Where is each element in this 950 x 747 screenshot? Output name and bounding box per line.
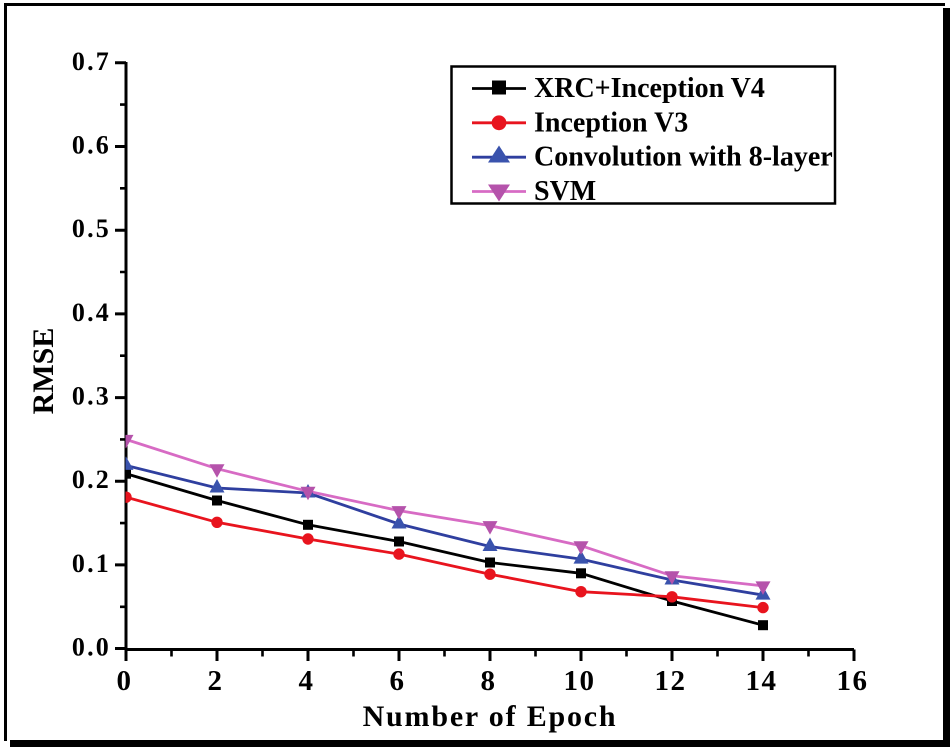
svg-text:0.5: 0.5 [72,214,111,243]
svg-text:8: 8 [481,665,497,697]
svg-text:16: 16 [837,665,869,697]
svg-text:0.0: 0.0 [72,633,111,662]
svg-text:10: 10 [564,665,596,697]
svg-text:4: 4 [299,665,315,697]
svg-text:XRC+Inception V4: XRC+Inception V4 [534,73,765,104]
svg-text:0.3: 0.3 [72,382,111,411]
svg-text:14: 14 [746,665,778,697]
svg-text:Inception V3: Inception V3 [534,107,688,138]
svg-text:Number of Epoch: Number of Epoch [363,700,618,733]
svg-text:0.1: 0.1 [72,549,111,578]
svg-text:12: 12 [655,665,687,697]
svg-text:0.2: 0.2 [72,465,111,494]
svg-text:Convolution with 8-layer: Convolution with 8-layer [534,142,833,173]
svg-text:0.6: 0.6 [72,131,111,160]
svg-text:0: 0 [117,665,133,697]
svg-text:6: 6 [390,665,406,697]
svg-text:0.7: 0.7 [72,47,111,76]
svg-text:0.4: 0.4 [72,298,111,327]
svg-text:SVM: SVM [534,176,596,207]
svg-text:2: 2 [208,665,224,697]
svg-text:RMSE: RMSE [27,328,60,415]
